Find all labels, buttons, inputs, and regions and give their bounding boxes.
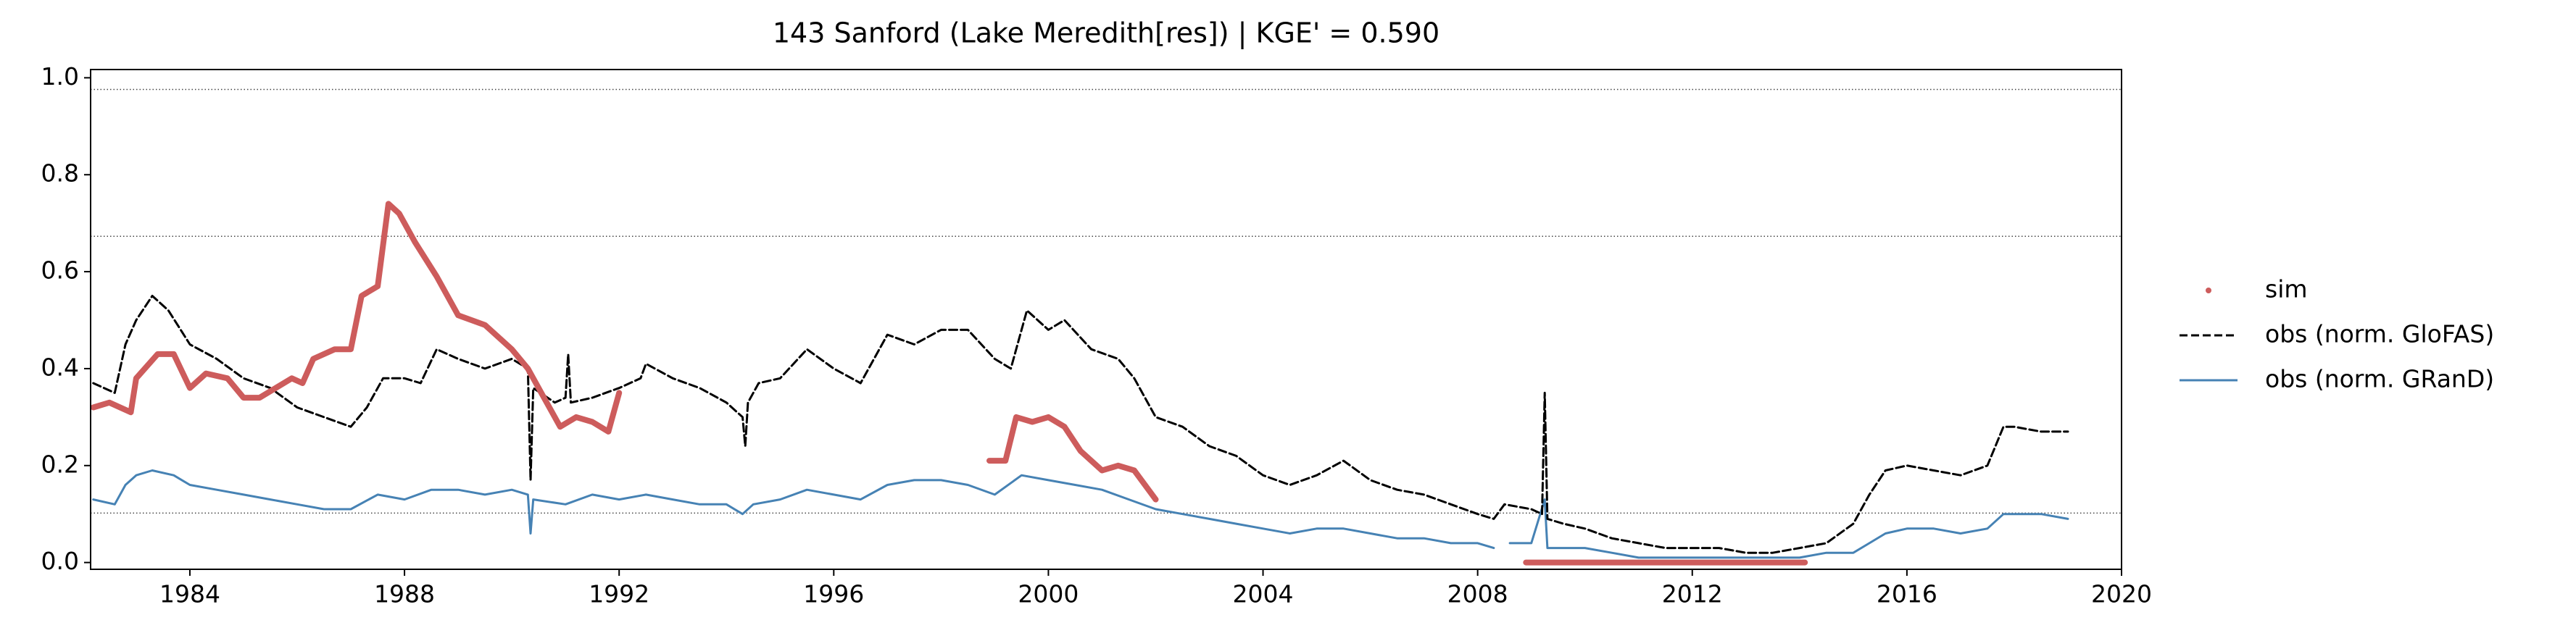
y-tick-label: 0.8: [41, 159, 79, 188]
series-line: [92, 295, 2069, 554]
legend-label: obs (norm. GRanD): [2265, 365, 2494, 393]
x-tick-label: 1988: [374, 580, 435, 608]
series-line: [92, 469, 2069, 559]
x-tick-label: 2016: [1877, 580, 1937, 608]
legend-label: sim: [2265, 275, 2308, 303]
y-tick-label: 0.6: [41, 256, 79, 285]
x-tick-label: 2000: [1018, 580, 1079, 608]
x-tick-label: 1996: [803, 580, 864, 608]
x-tick-label: 2012: [1662, 580, 1723, 608]
x-tick-label: 1992: [589, 580, 649, 608]
x-tick-label: 2020: [2091, 580, 2152, 608]
y-tick-label: 0.2: [41, 450, 79, 478]
legend-marker: [2206, 288, 2211, 293]
legend-label: obs (norm. GloFAS): [2265, 320, 2494, 348]
plot-frame: [90, 69, 2122, 570]
x-tick-label: 2004: [1233, 580, 1294, 608]
series-line: [90, 201, 1808, 566]
chart-title: 143 Sanford (Lake Meredith[res]) | KGE' …: [773, 17, 1439, 50]
y-tick-label: 1.0: [41, 62, 79, 91]
y-tick-label: 0.0: [41, 547, 79, 575]
y-tick-label: 0.4: [41, 353, 79, 381]
x-tick-label: 1984: [159, 580, 220, 608]
x-tick-label: 2008: [1447, 580, 1508, 608]
